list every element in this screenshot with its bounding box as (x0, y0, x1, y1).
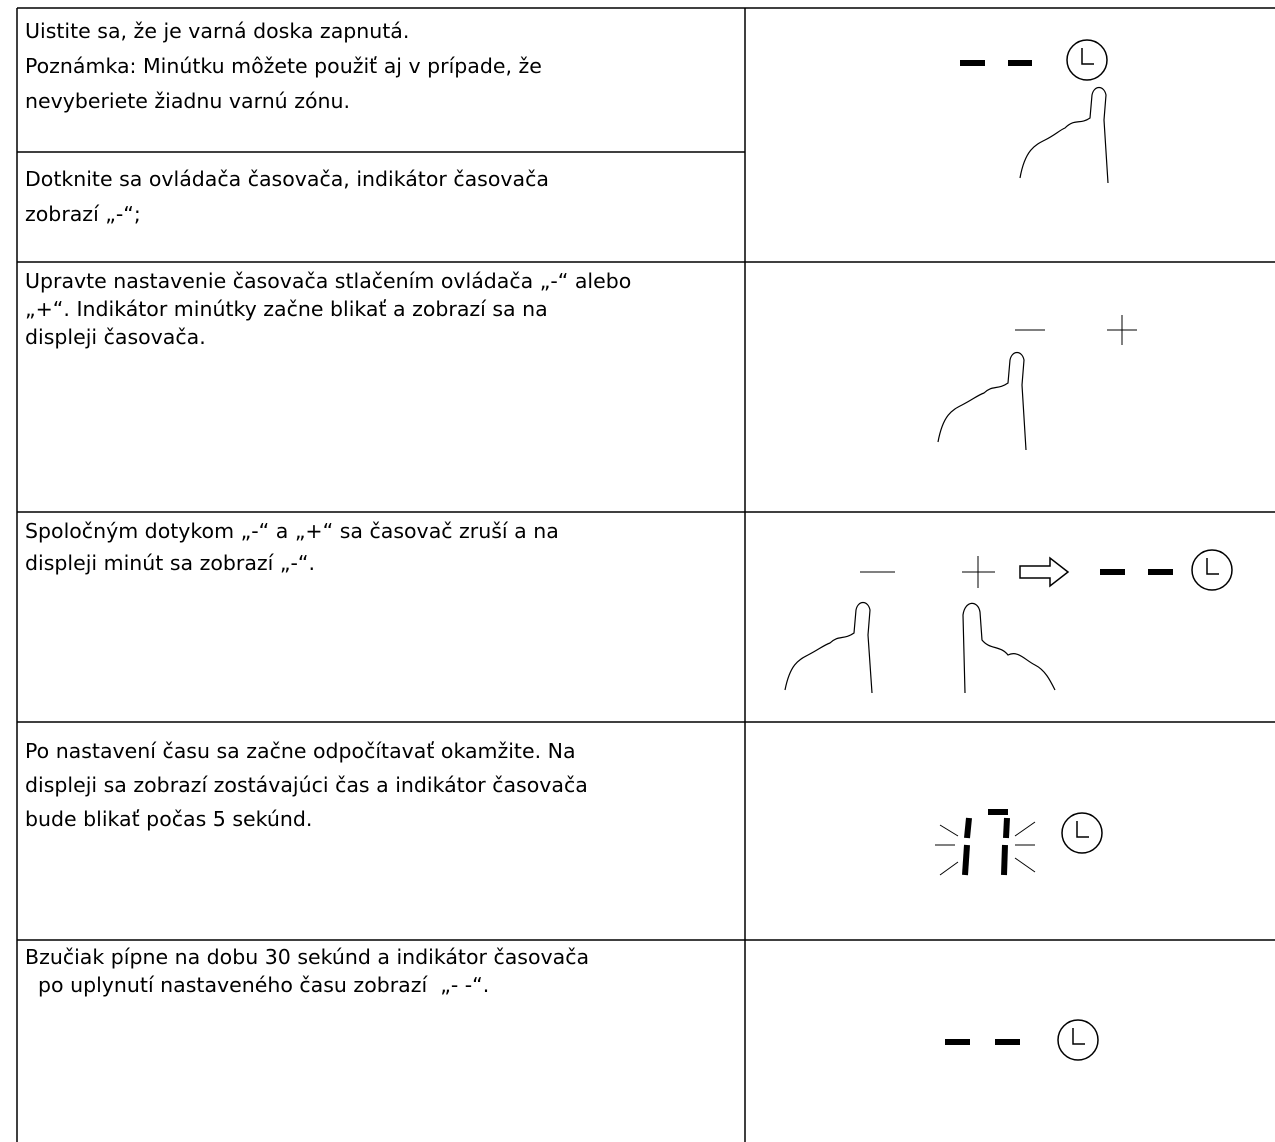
illustration-finished (945, 1019, 1099, 1061)
text-line: Poznámka: Minútku môžete použiť aj v prí… (25, 54, 542, 78)
text-line: nevyberiete žiadnu varnú zónu. (25, 89, 350, 113)
text-line: Po nastavení času sa začne odpočítavať o… (25, 739, 576, 763)
text-line: displeji časovača. (25, 325, 206, 349)
text-line: Bzučiak pípne na dobu 30 sekúnd a indiká… (25, 945, 590, 969)
text-line: Uistite sa, že je varná doska zapnutá. (25, 19, 410, 43)
text-line: bude blikať počas 5 sekúnd. (25, 807, 313, 831)
illustration-timer-touch (960, 39, 1109, 184)
illustration-minus-plus (937, 315, 1137, 451)
text-line: Dotknite sa ovládača časovača, indikátor… (25, 167, 549, 191)
text-line: Spoločným dotykom „-“ a „+“ sa časovač z… (25, 519, 559, 543)
illustration-countdown (935, 809, 1103, 876)
text-line: Upravte nastavenie časovača stlačením ov… (25, 269, 632, 293)
text-line: po uplynutí nastaveného času zobrazí „- … (25, 973, 490, 997)
text-line: zobrazí „-“; (25, 202, 141, 226)
text-line: displeji sa zobrazí zostávajúci čas a in… (25, 773, 588, 797)
text-line: „+“. Indikátor minútky začne blikať a zo… (25, 297, 548, 321)
text-line: displeji minút sa zobrazí „-“. (25, 551, 316, 575)
illustration-cancel (784, 549, 1233, 694)
table-borders (16, 7, 1275, 1142)
